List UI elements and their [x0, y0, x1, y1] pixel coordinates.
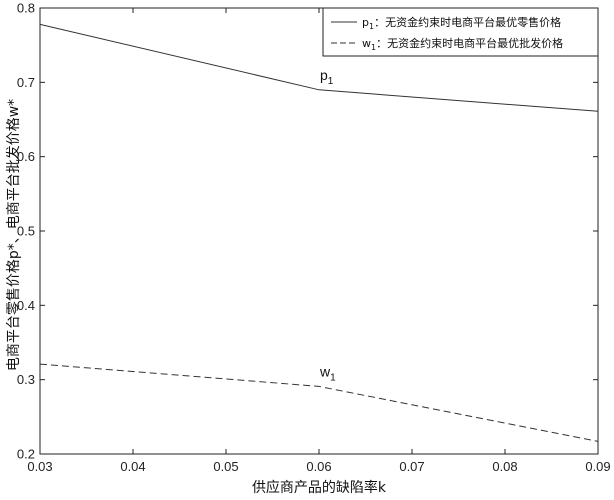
y-tick-label: 0.6 — [17, 149, 35, 164]
y-tick-label: 0.2 — [17, 447, 35, 462]
x-tick-label: 0.05 — [213, 459, 238, 474]
legend-symbol: w — [362, 37, 371, 50]
legend-subscript: 1 — [369, 22, 374, 31]
series-line-p1 — [39, 23, 599, 112]
x-axis-label: 供应商产品的缺陷率k — [252, 479, 387, 496]
legend-symbol: p — [362, 16, 369, 29]
legend-description: ：无资金约束时电商平台最优零售价格 — [374, 15, 561, 29]
y-tick-label: 0.3 — [17, 372, 35, 387]
legend-description: ：无资金约束时电商平台最优批发价格 — [376, 36, 563, 50]
y-tick-label: 0.8 — [17, 1, 35, 16]
x-tick-label: 0.04 — [120, 459, 145, 474]
x-tick-label: 0.09 — [585, 459, 610, 474]
y-tick-label: 0.4 — [17, 298, 35, 313]
y-axis-label: 电商平台零售价格p*、电商平台批发价格w* — [6, 99, 22, 371]
annotation-w1: w1 — [319, 363, 336, 383]
x-tick-label: 0.03 — [27, 459, 52, 474]
annotation-symbol: w — [319, 363, 331, 379]
legend-entry-w1: w1：无资金约束时电商平台最优批发价格 — [362, 36, 563, 52]
x-tick-label: 0.07 — [399, 459, 424, 474]
series-line-w1 — [39, 363, 599, 442]
legend-box — [322, 7, 599, 57]
legend-subscript: 1 — [371, 43, 376, 52]
x-tick-label: 0.06 — [306, 459, 331, 474]
annotation-p1: p1 — [320, 67, 334, 87]
y-tick-label: 0.7 — [17, 75, 35, 90]
ticks-layer: 0.03 0.04 0.05 0.06 0.07 0.08 0.09 0.2 0.3 0.4 0.5… — [17, 1, 611, 475]
series-layer — [39, 23, 599, 442]
annotation-symbol: p — [320, 67, 328, 83]
annotation-subscript: 1 — [330, 372, 336, 383]
x-tick-label: 0.08 — [492, 459, 517, 474]
legend-entry-p1: p1：无资金约束时电商平台最优零售价格 — [362, 15, 561, 31]
annotation-subscript: 1 — [328, 76, 334, 87]
y-tick-label: 0.5 — [17, 224, 35, 239]
